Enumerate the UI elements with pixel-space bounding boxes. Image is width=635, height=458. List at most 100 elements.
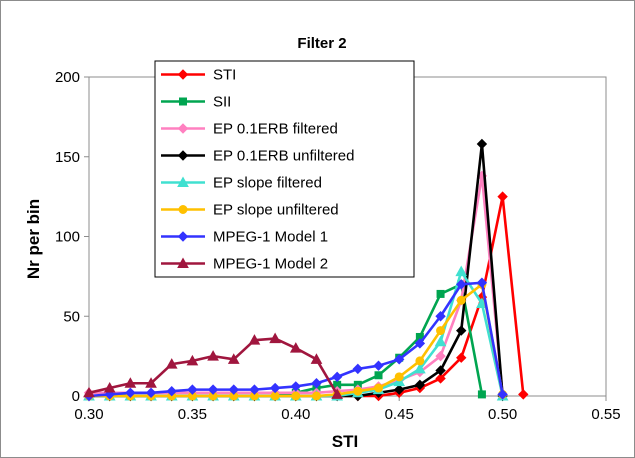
data-point-ep-slope-unfiltered	[353, 386, 363, 396]
data-point-mpeg-1-model-1	[393, 354, 405, 365]
data-point-ep-slope-unfiltered	[456, 295, 466, 305]
data-point-mpeg-1-model-1	[249, 384, 260, 395]
x-axis-ticks: 0.30 0.35 0.40 0.45 0.50 0.55	[74, 396, 621, 423]
data-point-ep-slope-unfiltered	[394, 372, 404, 382]
legend-swatch-marker	[177, 176, 189, 187]
data-point-sii	[374, 371, 383, 380]
data-point-mpeg-1-model-1	[290, 381, 302, 392]
x-tick-label: 0.30	[74, 406, 103, 423]
data-point-ep-0-1erb-unfiltered	[476, 138, 488, 150]
data-point-mpeg-1-model-1	[435, 311, 446, 322]
data-point-mpeg-1-model-2	[248, 334, 261, 345]
data-point-mpeg-1-model-2	[124, 377, 137, 388]
y-tick-label: 50	[63, 308, 80, 325]
data-point-mpeg-1-model-2	[83, 386, 95, 398]
data-point-mpeg-1-model-1	[414, 338, 426, 349]
legend-swatch-marker	[177, 69, 189, 80]
data-point-ep-0-1erb-unfiltered	[414, 379, 426, 391]
data-point-ep-slope-filtered	[434, 335, 447, 347]
data-point-ep-slope-unfiltered	[415, 356, 425, 366]
data-point-ep-slope-unfiltered	[374, 383, 384, 393]
legend-item-ep-0-1erb-unfiltered: EP 0.1ERB unfiltered	[161, 148, 354, 165]
legend-label: EP 0.1ERB unfiltered	[213, 148, 354, 165]
data-point-mpeg-1-model-1	[352, 363, 364, 375]
legend-item-ep-slope-filtered: EP slope filtered	[161, 175, 322, 192]
legend-swatch-marker	[177, 257, 189, 268]
data-point-mpeg-1-model-2	[310, 353, 323, 364]
data-point-mpeg-1-model-1	[373, 360, 384, 371]
legend-swatch-marker	[177, 150, 189, 161]
legend-box	[154, 60, 415, 278]
data-point-mpeg-1-model-1	[207, 384, 219, 395]
data-point-mpeg-1-model-1	[269, 382, 281, 394]
legend-swatch-marker	[178, 205, 188, 214]
y-tick-label: 200	[55, 69, 80, 86]
data-point-sti	[456, 352, 467, 363]
data-point-ep-0-1erb-unfiltered	[456, 325, 467, 336]
data-point-mpeg-1-model-2	[289, 342, 302, 353]
legend-swatch-marker	[177, 123, 189, 134]
data-point-ep-slope-filtered	[414, 362, 426, 374]
legend-swatch-marker	[179, 97, 187, 106]
data-point-sii	[477, 390, 486, 399]
data-point-mpeg-1-model-1	[166, 386, 177, 397]
x-tick-label: 0.50	[488, 406, 517, 423]
data-point-mpeg-1-model-1	[476, 277, 488, 288]
x-tick-label: 0.40	[281, 406, 310, 423]
data-point-ep-0-1erb-filtered	[435, 350, 446, 362]
legend-label: MPEG-1 Model 2	[213, 256, 328, 273]
legend-label: EP 0.1ERB filtered	[213, 121, 338, 138]
data-point-sti	[435, 373, 446, 384]
series-mpeg-1-model-2	[83, 332, 344, 399]
legend-swatch-marker	[177, 231, 189, 242]
x-tick-label: 0.45	[385, 406, 414, 423]
legend-item-mpeg-1-model-2: MPEG-1 Model 2	[161, 256, 328, 273]
legend-item-ep-slope-unfiltered: EP slope unfiltered	[161, 202, 339, 219]
data-point-mpeg-1-model-1	[497, 389, 508, 400]
data-point-mpeg-1-model-2	[207, 350, 219, 361]
data-point-mpeg-1-model-1	[311, 378, 322, 389]
y-tick-label: 150	[55, 149, 80, 166]
data-point-ep-0-1erb-unfiltered	[393, 384, 405, 395]
y-tick-label: 100	[55, 229, 80, 246]
legend-item-sti: STI	[161, 67, 236, 84]
data-point-mpeg-1-model-2	[165, 358, 178, 369]
y-axis-title: Nr per bin	[24, 199, 43, 279]
legend-item-sii: SII	[161, 94, 231, 111]
legend-label: EP slope unfiltered	[213, 202, 339, 219]
data-point-ep-0-1erb-unfiltered	[435, 365, 446, 376]
data-point-ep-slope-filtered	[455, 265, 468, 277]
data-point-sti	[497, 191, 508, 202]
data-point-sti	[518, 389, 529, 400]
legend-label: MPEG-1 Model 1	[213, 229, 328, 246]
data-point-mpeg-1-model-2	[227, 353, 240, 364]
data-point-mpeg-1-model-1	[456, 279, 467, 290]
data-point-mpeg-1-model-2	[269, 332, 281, 344]
data-point-mpeg-1-model-1	[331, 371, 343, 383]
data-point-ep-slope-unfiltered	[311, 391, 321, 401]
data-point-mpeg-1-model-2	[145, 377, 157, 388]
series-mpeg-1-model-1	[83, 277, 508, 402]
data-point-mpeg-1-model-1	[145, 387, 157, 399]
data-point-mpeg-1-model-1	[187, 384, 198, 395]
series-layer	[83, 138, 529, 402]
legend-item-mpeg-1-model-1: MPEG-1 Model 1	[161, 229, 328, 246]
legend-label: EP slope filtered	[213, 175, 322, 192]
data-point-mpeg-1-model-2	[103, 381, 116, 393]
data-point-mpeg-1-model-2	[186, 354, 199, 366]
y-tick-label: 0	[72, 388, 80, 405]
data-point-ep-slope-unfiltered	[291, 391, 301, 401]
legend-item-ep-0-1erb-filtered: EP 0.1ERB filtered	[161, 121, 338, 138]
x-tick-label: 0.55	[591, 406, 620, 423]
data-point-mpeg-1-model-1	[228, 384, 239, 395]
data-point-ep-slope-unfiltered	[436, 326, 446, 336]
legend: STI SII EP 0.1ERB filtered EP 0.1ERB unfilt…	[154, 60, 415, 278]
data-point-mpeg-1-model-1	[125, 387, 136, 399]
legend-label: SII	[213, 94, 231, 111]
y-axis-ticks: 0 50 100 150 200	[55, 69, 89, 405]
data-point-mpeg-1-model-2	[331, 388, 344, 399]
x-tick-label: 0.35	[178, 406, 207, 423]
x-axis-title: STI	[332, 432, 358, 451]
